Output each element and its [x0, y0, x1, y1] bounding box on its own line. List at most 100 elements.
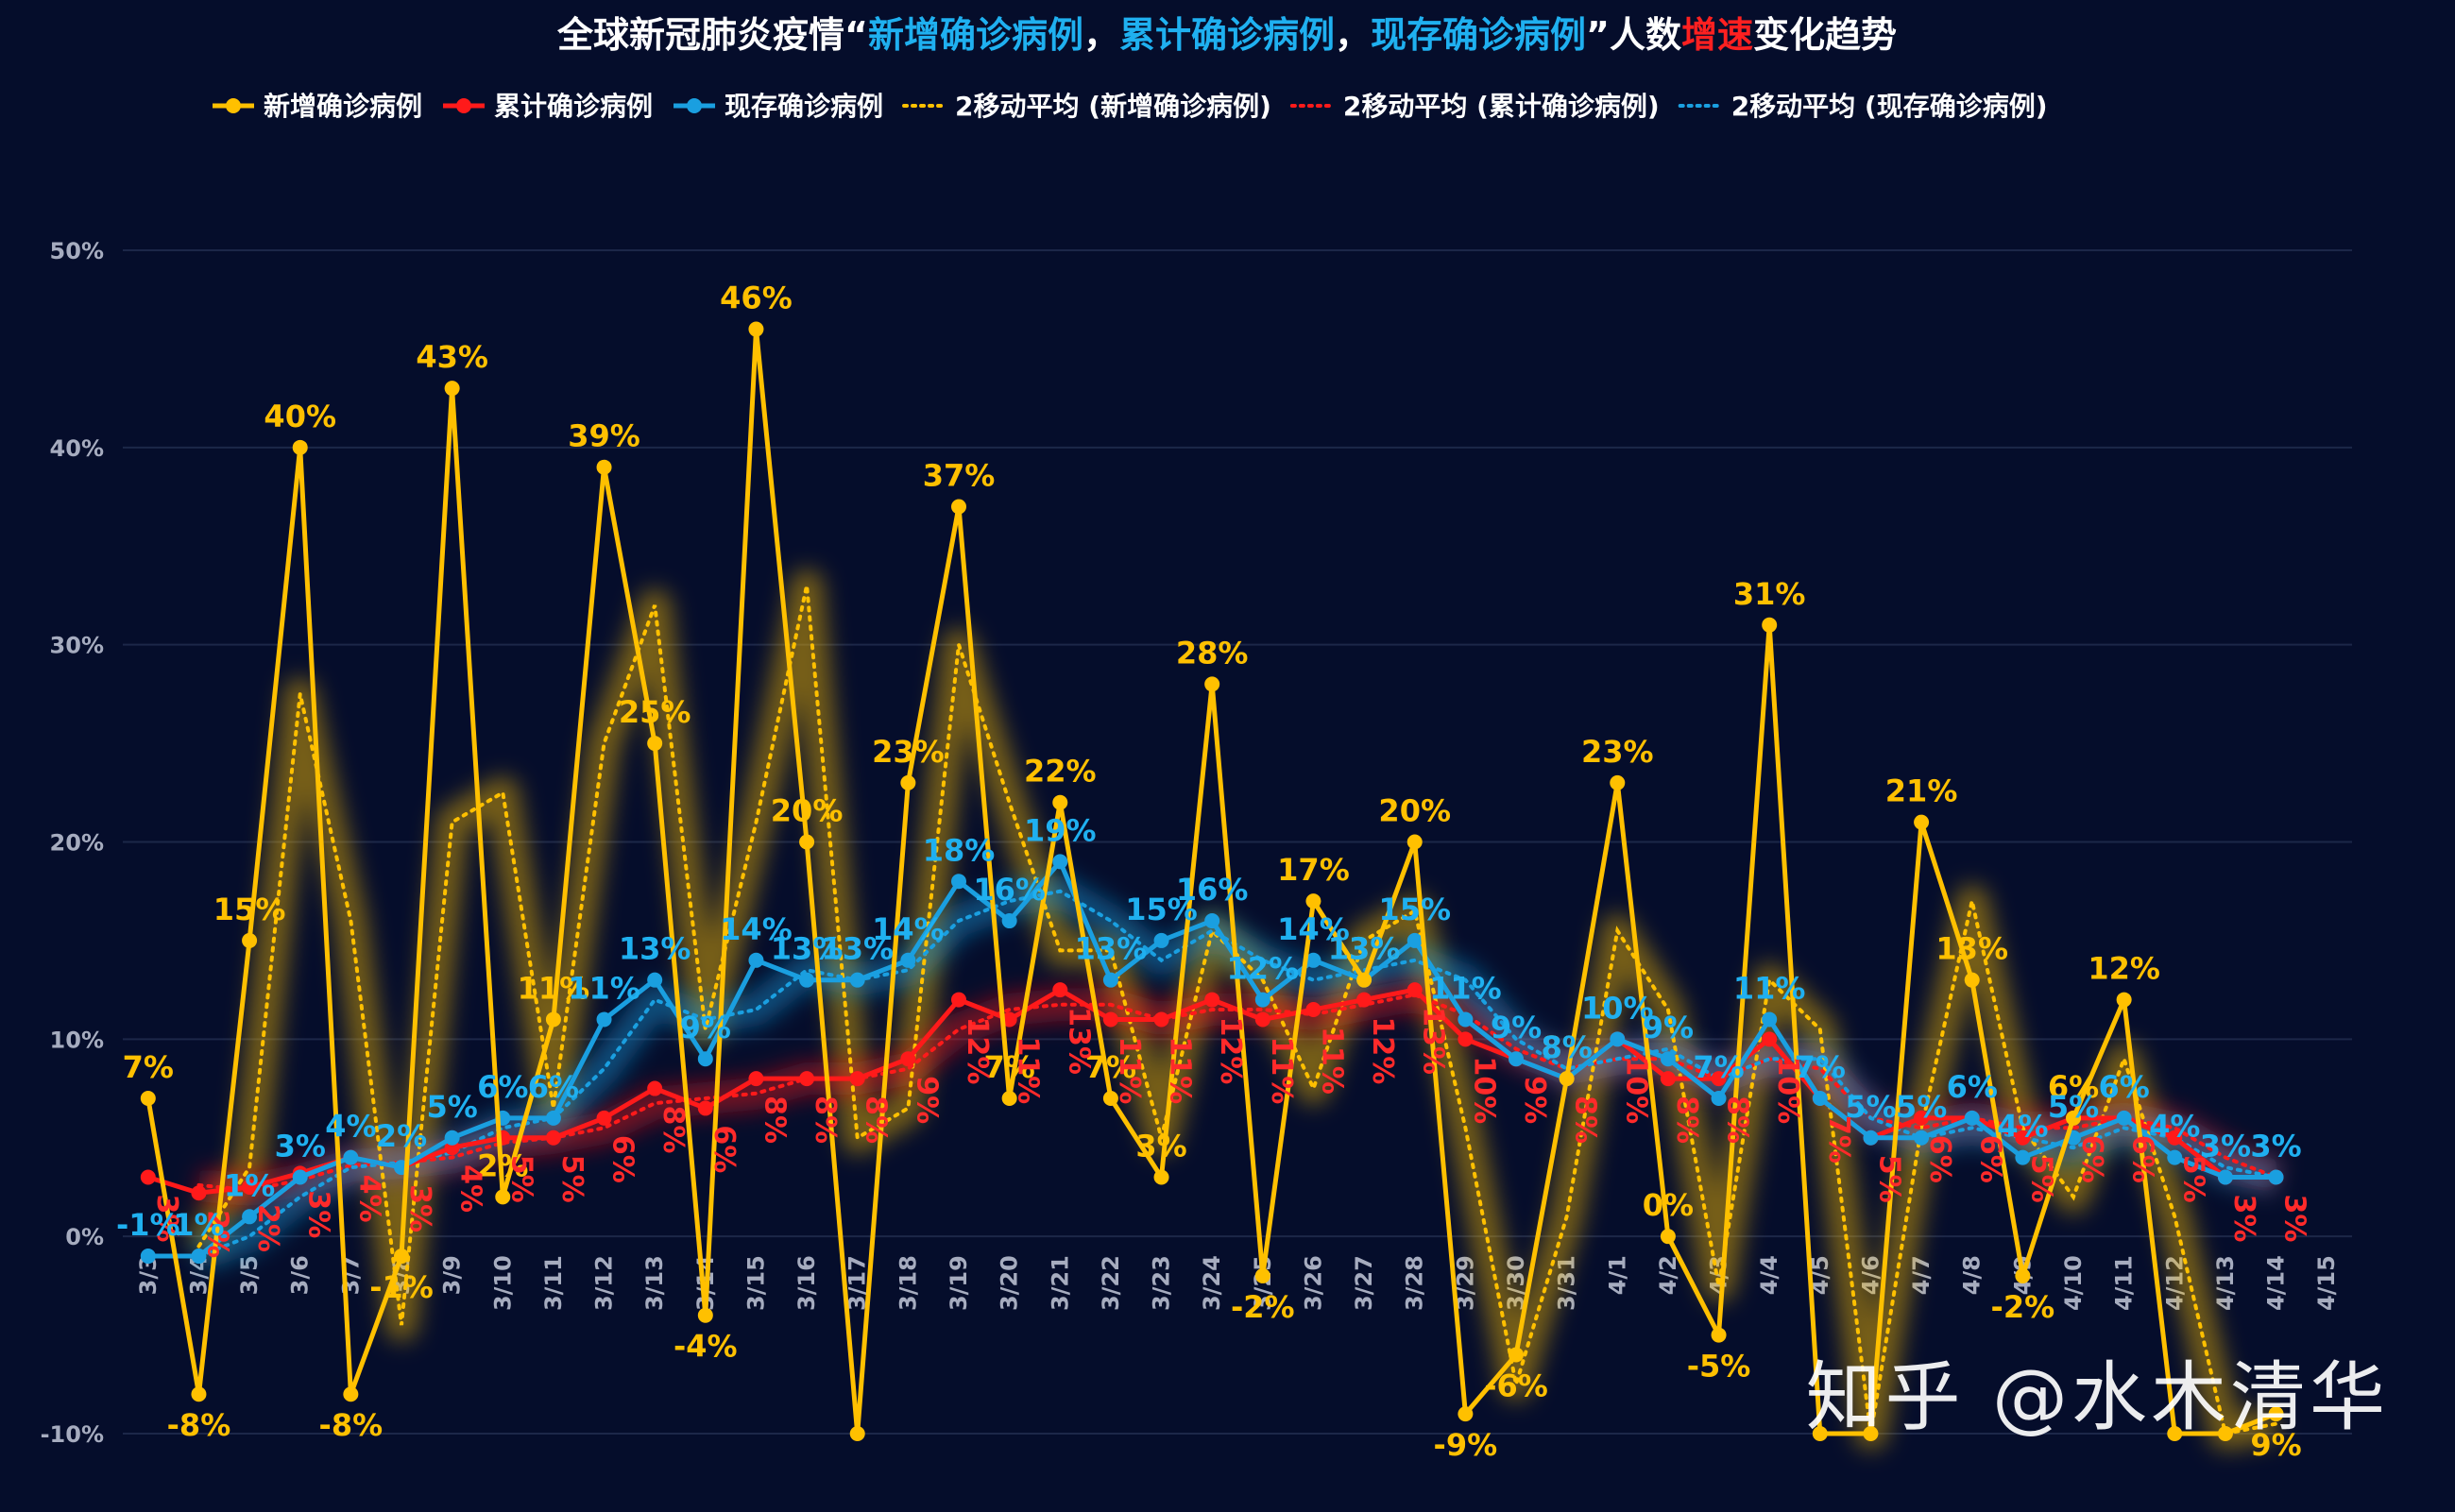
chart-legend: 新增确诊病例 累计确诊病例 现存确诊病例 2移动平均 (新增确诊病例) 2移动平均 (累…	[213, 91, 2048, 122]
data-label-new: 20%	[771, 793, 844, 829]
point-new	[1711, 1327, 1727, 1343]
point-current	[951, 874, 966, 890]
point-current	[545, 1110, 561, 1126]
data-label-current: 3%	[2200, 1129, 2251, 1164]
y-tick-label: -10%	[41, 1421, 104, 1448]
data-label-cumulative: 12%	[1366, 1017, 1399, 1085]
data-label-current: 6%	[477, 1069, 528, 1105]
point-new	[394, 1249, 409, 1265]
point-current	[1305, 952, 1321, 968]
point-cumulative	[242, 1179, 258, 1195]
point-new	[1863, 1426, 1879, 1441]
x-tick-label: 3/24	[1199, 1255, 1225, 1311]
data-label-cumulative: 12%	[961, 1017, 994, 1085]
point-current	[1458, 1011, 1474, 1028]
point-current	[1052, 854, 1068, 870]
data-label-current: 11%	[1429, 970, 1502, 1006]
data-label-current: 14%	[1277, 911, 1350, 947]
data-label-current: 16%	[973, 872, 1046, 908]
point-current	[1254, 992, 1270, 1008]
data-label-current: 4%	[1997, 1109, 2048, 1145]
legend-label: 累计确诊病例	[494, 91, 653, 122]
point-current	[1762, 1011, 1778, 1028]
data-label-current: 4%	[325, 1109, 376, 1145]
data-label-current: 7%	[1693, 1049, 1744, 1085]
data-label-new: 17%	[1277, 852, 1350, 888]
title-part-5: 现存确诊病例	[1371, 14, 1586, 56]
point-new	[1509, 1347, 1524, 1363]
point-current	[1509, 1051, 1524, 1067]
point-cumulative	[191, 1185, 207, 1201]
point-new	[849, 1426, 865, 1441]
data-label-cumulative: 5%	[1872, 1155, 1905, 1203]
data-label-current: 13%	[619, 931, 691, 967]
point-cumulative	[799, 1071, 815, 1087]
x-tick-label: 3/23	[1149, 1255, 1175, 1311]
data-label-current: 8%	[1541, 1029, 1592, 1065]
data-label-cumulative: 8%	[1721, 1096, 1754, 1144]
data-label-cumulative: 4%	[352, 1175, 385, 1223]
legend-marker	[226, 98, 241, 113]
point-current	[900, 952, 916, 968]
data-label-new: 12%	[2088, 951, 2160, 987]
data-label-new: -5%	[1687, 1349, 1751, 1385]
point-current	[2167, 1149, 2183, 1165]
data-label-current: 9%	[1643, 1010, 1694, 1045]
data-label-cumulative: 3%	[150, 1195, 183, 1243]
data-label-current: 3%	[2250, 1129, 2301, 1164]
data-label-cumulative: 6%	[2126, 1135, 2159, 1183]
point-cumulative	[647, 1080, 663, 1096]
data-label-current: 3%	[275, 1129, 326, 1164]
legend-marker	[456, 98, 472, 113]
point-new	[140, 1090, 156, 1106]
point-current	[647, 972, 663, 988]
x-tick-label: 4/2	[1655, 1255, 1681, 1295]
y-tick-label: 0%	[65, 1224, 104, 1250]
title-part-2: ，	[1083, 14, 1119, 56]
y-tick-label: 30%	[50, 633, 104, 659]
data-label-current: 12%	[1227, 951, 1300, 987]
point-cumulative	[1305, 1002, 1321, 1018]
data-label-cumulative: 11%	[1164, 1036, 1197, 1104]
data-label-cumulative: 8%	[758, 1096, 791, 1144]
x-tick-label: 3/28	[1402, 1255, 1428, 1311]
point-new	[596, 459, 612, 475]
point-current	[1102, 972, 1118, 988]
point-new	[1914, 814, 1930, 830]
data-label-current: 19%	[1024, 812, 1097, 848]
point-new	[343, 1386, 359, 1402]
point-new	[2167, 1426, 2183, 1441]
point-cumulative	[1052, 982, 1068, 998]
point-cumulative	[748, 1071, 764, 1087]
data-label-current: 6%	[2098, 1069, 2149, 1105]
data-label-current: 6%	[528, 1069, 579, 1105]
data-label-new: 3%	[1135, 1129, 1186, 1164]
point-new	[1660, 1229, 1676, 1245]
point-current	[444, 1130, 460, 1146]
point-cumulative	[1660, 1071, 1676, 1087]
legend-marker	[687, 98, 703, 113]
title-part-6: ”人数	[1586, 14, 1681, 56]
point-new	[444, 381, 460, 397]
title-part-0: 全球新冠肺炎疫情“	[556, 14, 868, 56]
data-label-new: -6%	[1484, 1368, 1548, 1403]
data-labels: 7% -8% 15% 40% -8% -1% 43% 2% 11% 39% 25% -4% 46% 20%…	[116, 280, 2311, 1464]
data-label-new: 8%	[1541, 1029, 1592, 1065]
data-label-new: 2%	[477, 1147, 528, 1183]
data-label-new: -8%	[167, 1407, 231, 1443]
data-label-current: 18%	[923, 832, 996, 868]
legend-label: 2移动平均 (累计确诊病例)	[1343, 91, 1660, 122]
point-new	[495, 1189, 511, 1205]
data-label-cumulative: 11%	[1315, 1027, 1348, 1095]
x-tick-label: 3/13	[641, 1255, 668, 1311]
data-label-new: 22%	[1024, 754, 1097, 790]
data-label-new: -9%	[1434, 1427, 1498, 1463]
x-tick-label: 4/11	[2111, 1255, 2138, 1311]
chart-title: 全球新冠肺炎疫情“新增确诊病例，累计确诊病例，现存确诊病例”人数增速变化趋势	[556, 14, 1897, 56]
data-label-cumulative: 13%	[1062, 1007, 1095, 1075]
data-label-cumulative: 9%	[910, 1076, 943, 1124]
point-new	[1407, 834, 1423, 850]
data-label-cumulative: 10%	[1619, 1056, 1652, 1124]
point-current	[1711, 1090, 1727, 1106]
x-tick-label: 3/16	[793, 1255, 820, 1311]
